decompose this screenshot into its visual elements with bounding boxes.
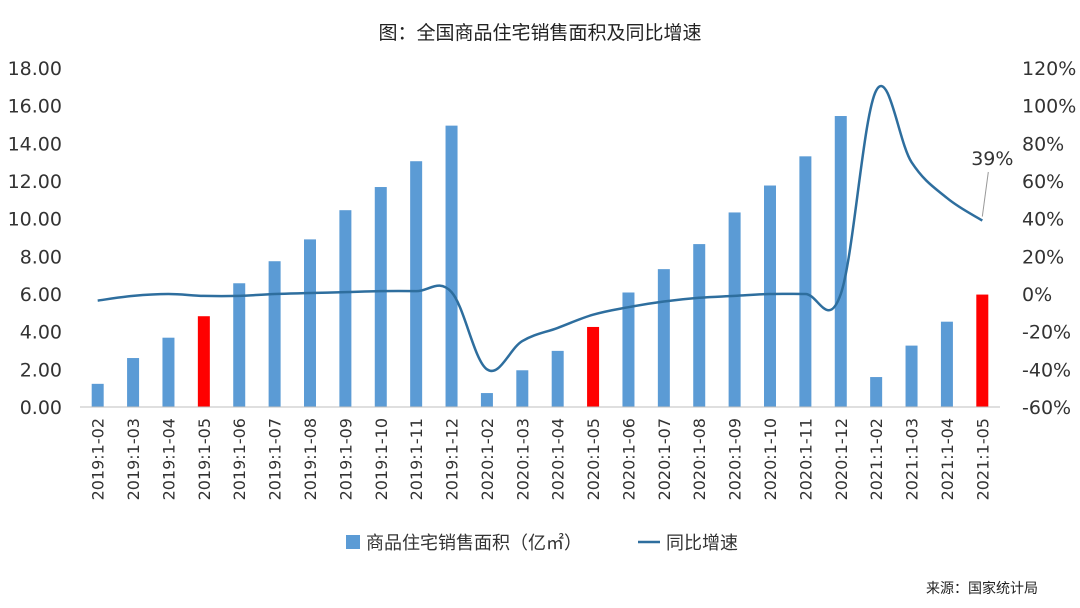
- bar-2019:1-12: [445, 125, 458, 407]
- y-right-tick: 80%: [1022, 133, 1064, 155]
- y-right-tick: 60%: [1022, 171, 1064, 193]
- y-right-tick: 100%: [1022, 96, 1076, 118]
- x-tick-label: 2019:1-02: [89, 418, 108, 500]
- x-tick-label: 2019:1-12: [443, 418, 462, 500]
- bar-2020:1-08: [693, 244, 706, 407]
- x-tick-label: 2020:1-12: [832, 418, 851, 500]
- y-right-tick: 0%: [1022, 284, 1052, 306]
- x-tick-label: 2020:1-11: [796, 418, 815, 500]
- y-left-tick: 8.00: [20, 246, 62, 268]
- x-tick-label: 2020:1-09: [726, 418, 745, 500]
- bar-2019:1-09: [339, 210, 352, 407]
- x-tick-label: 2021:1-02: [867, 418, 886, 500]
- bar-2020:1-06: [622, 292, 635, 407]
- y-left-tick: 2.00: [20, 359, 62, 381]
- legend: 商品住宅销售面积（亿㎡） 同比增速: [346, 532, 738, 554]
- y-left-tick: 0.00: [20, 397, 62, 419]
- bar-2021:1-03: [905, 345, 918, 407]
- bar-2019:1-05: [197, 316, 210, 407]
- x-tick-label: 2020:1-02: [478, 418, 497, 500]
- bar-2020:1-04: [551, 350, 564, 407]
- bar-2019:1-07: [268, 261, 281, 407]
- x-tick-label: 2020:1-10: [761, 418, 780, 500]
- y-right-tick: -60%: [1022, 397, 1071, 419]
- annotation: 39%: [971, 148, 1013, 217]
- legend-line-label: 同比增速: [666, 533, 738, 554]
- x-tick-label: 2020:1-05: [584, 418, 603, 500]
- y-right-tick: -20%: [1022, 322, 1071, 344]
- x-tick-label: 2021:1-05: [973, 418, 992, 500]
- x-tick-label: 2019:1-03: [124, 418, 143, 500]
- bar-2020:1-12: [834, 116, 847, 408]
- bar-2019:1-06: [233, 283, 246, 407]
- y-right-tick: 20%: [1022, 246, 1064, 268]
- bar-2021:1-02: [870, 377, 883, 407]
- y-right-tick: -40%: [1022, 359, 1071, 381]
- y-left-tick: 12.00: [8, 171, 62, 193]
- x-tick-label: 2020:1-08: [690, 418, 709, 500]
- bar-2020:1-09: [728, 212, 741, 407]
- x-tick-label: 2020:1-04: [549, 418, 568, 500]
- y-left-tick: 16.00: [8, 96, 62, 118]
- y-right-tick: 120%: [1022, 58, 1076, 80]
- x-tick-label: 2020:1-06: [619, 418, 638, 500]
- bar-2021:1-05: [976, 294, 989, 407]
- x-tick-label: 2019:1-07: [266, 418, 285, 500]
- bar-2019:1-08: [304, 239, 316, 407]
- legend-bar-label: 商品住宅销售面积（亿㎡）: [366, 532, 582, 554]
- x-tick-label: 2020:1-07: [655, 418, 674, 500]
- yoy-growth-line: [97, 85, 983, 373]
- bar-2020:1-10: [764, 185, 776, 407]
- x-tick-label: 2019:1-06: [230, 418, 249, 500]
- bar-series: [91, 116, 989, 408]
- x-tick-label: 2020:1-03: [513, 418, 532, 500]
- bar-2019:1-11: [410, 161, 423, 407]
- y-left-tick: 18.00: [8, 58, 62, 80]
- annotation-label: 39%: [971, 148, 1013, 170]
- x-tick-label: 2019:1-04: [159, 418, 178, 500]
- bar-2019:1-03: [127, 358, 140, 407]
- x-tick-label: 2019:1-11: [407, 418, 426, 500]
- y-left-tick: 10.00: [8, 209, 62, 231]
- x-tick-label: 2021:1-04: [938, 418, 957, 500]
- bar-2020:1-11: [799, 156, 812, 407]
- y-left-tick: 4.00: [20, 322, 62, 344]
- annotation-leader: [981, 171, 989, 217]
- bar-2020:1-03: [516, 370, 529, 407]
- bar-2019:1-10: [374, 187, 387, 407]
- x-tick-label: 2019:1-08: [301, 418, 320, 500]
- y-right-tick: 40%: [1022, 209, 1064, 231]
- axes: 0.00 2.00 4.00 6.00 8.00 10.00 12.00 14.00 16.00…: [8, 58, 1077, 500]
- source-note: 来源：国家统计局: [926, 581, 1038, 597]
- x-tick-label: 2019:1-10: [372, 418, 391, 500]
- chart-title: 图：全国商品住宅销售面积及同比增速: [378, 22, 702, 44]
- legend-bar-swatch: [346, 535, 360, 549]
- y-left-tick: 6.00: [20, 284, 62, 306]
- bar-2020:1-07: [657, 269, 670, 407]
- bar-2019:1-02: [91, 383, 104, 407]
- bar-2020:1-02: [480, 393, 493, 407]
- bar-2020:1-05: [587, 326, 600, 407]
- y-left-tick: 14.00: [8, 133, 62, 155]
- x-tick-label: 2019:1-05: [195, 418, 214, 500]
- line-series: [97, 85, 983, 373]
- x-tick-label: 2019:1-09: [336, 418, 355, 500]
- bar-2021:1-04: [940, 321, 953, 407]
- x-tick-label: 2021:1-03: [903, 418, 922, 500]
- bar-2019:1-04: [162, 337, 175, 407]
